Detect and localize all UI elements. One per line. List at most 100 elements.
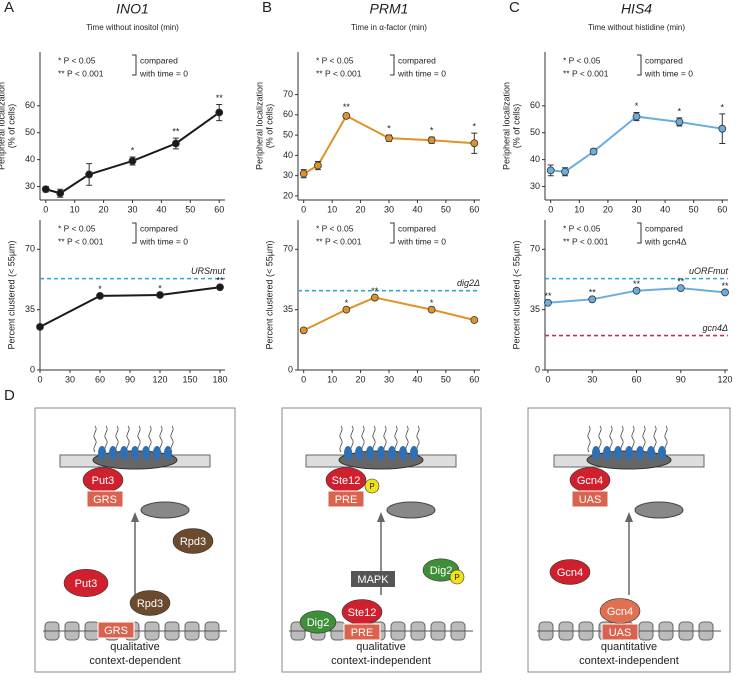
data-point: [314, 161, 322, 170]
data-point: [632, 112, 641, 121]
x-tick-label: 20: [99, 204, 109, 214]
reference-label: dig2Δ: [457, 278, 480, 288]
y-tick-label: 0: [30, 364, 35, 374]
panel-letter: C: [509, 0, 520, 16]
x-tick-label: 40: [156, 204, 166, 214]
fibril: [361, 425, 365, 453]
diagram-label: Put3: [92, 475, 115, 487]
gene-body: [386, 501, 436, 519]
data-point: [675, 118, 684, 126]
significance-label: *: [430, 126, 434, 136]
y-tick-label: 35: [25, 304, 35, 314]
data-point: [299, 326, 308, 335]
legend-bracket: [637, 54, 642, 76]
data-point: [128, 157, 137, 165]
significance-legend: ** P < 0.001: [563, 68, 609, 78]
y-tick-label: 60: [283, 109, 293, 119]
protein: [449, 569, 465, 585]
x-tick-label: 30: [587, 374, 597, 384]
x-tick-label: 20: [356, 374, 366, 384]
fibril: [405, 425, 409, 453]
y-tick-label: 60: [530, 100, 540, 110]
fibril: [104, 425, 108, 453]
legend-bracket: [637, 222, 642, 244]
data-point: [676, 284, 685, 293]
data-point: [96, 291, 104, 300]
x-tick-label: 20: [603, 204, 613, 214]
nup: [98, 446, 106, 460]
significance-label: **: [371, 286, 379, 296]
y-axis-label: Peripheral localization: [0, 82, 6, 170]
significance-legend: ** P < 0.001: [58, 236, 104, 246]
series-line: [550, 115, 723, 173]
gene-body: [634, 501, 684, 519]
x-tick-label: 30: [127, 204, 137, 214]
x-tick-label: 30: [384, 374, 394, 384]
chart-title: PRM1: [370, 1, 409, 17]
diagram-caption: qualitative: [110, 641, 160, 653]
fibril: [587, 425, 591, 453]
diagram-label: PRE: [351, 627, 374, 639]
data-point: [342, 111, 351, 120]
arrow-head: [625, 512, 633, 522]
significance-label: *: [473, 121, 477, 131]
significance-label: *: [430, 298, 434, 308]
data-point: [427, 136, 436, 145]
fibril: [653, 425, 657, 453]
y-axis-label: Percent clustered (< 55µm): [264, 241, 274, 350]
legend-bracket: [390, 222, 395, 244]
arrow-head: [131, 512, 139, 522]
diagram-label: Gcn4: [577, 475, 603, 487]
dna-element: [601, 623, 639, 641]
diagram-caption: quantitative: [601, 641, 657, 653]
comparison-note: compared: [398, 223, 436, 233]
x-tick-label: 30: [631, 204, 641, 214]
nup: [344, 446, 352, 460]
x-tick-label: 150: [182, 374, 197, 384]
nup: [366, 446, 374, 460]
diagram-label: Gcn4: [607, 606, 633, 618]
data-point: [299, 169, 308, 178]
significance-legend: ** P < 0.001: [58, 68, 104, 78]
diagram-label: P: [369, 482, 374, 491]
diagram-label: Gcn4: [557, 567, 583, 579]
comparison-note: with time = 0: [397, 236, 446, 246]
x-axis-label: Time in α-factor (min): [351, 23, 427, 32]
nup: [355, 446, 363, 460]
data-point: [427, 305, 436, 314]
data-point: [721, 288, 729, 297]
legend-bracket: [390, 54, 395, 76]
data-point: [546, 166, 555, 175]
chart-title: HIS4: [621, 1, 652, 17]
x-tick-label: 10: [574, 204, 584, 214]
x-tick-label: 120: [152, 374, 167, 384]
data-point: [36, 322, 44, 331]
data-point: [171, 139, 180, 148]
x-tick-label: 40: [412, 204, 422, 214]
fibril: [416, 425, 420, 453]
series-line: [39, 286, 221, 328]
y-axis-label: Percent clustered (< 55µm): [511, 241, 521, 350]
x-tick-label: 10: [327, 204, 337, 214]
diagram-label: GRS: [104, 625, 128, 637]
series-line: [303, 296, 475, 332]
significance-label: **: [216, 276, 224, 286]
x-tick-label: 30: [384, 204, 394, 214]
nup: [120, 446, 128, 460]
significance-label: *: [678, 106, 682, 116]
data-point: [85, 170, 94, 179]
data-point: [41, 185, 50, 194]
y-tick-label: 35: [530, 304, 540, 314]
panel-letter: D: [4, 387, 15, 404]
y-tick-label: 60: [25, 100, 35, 110]
fibril: [170, 425, 174, 453]
x-axis-label: Time without histidine (min): [588, 23, 685, 32]
nup: [164, 446, 172, 460]
data-point: [470, 316, 479, 324]
fibril: [350, 425, 354, 453]
fibril: [115, 425, 119, 453]
diagram-caption: context-independent: [331, 655, 431, 667]
data-point: [385, 134, 393, 143]
chart-title: INO1: [116, 1, 149, 17]
